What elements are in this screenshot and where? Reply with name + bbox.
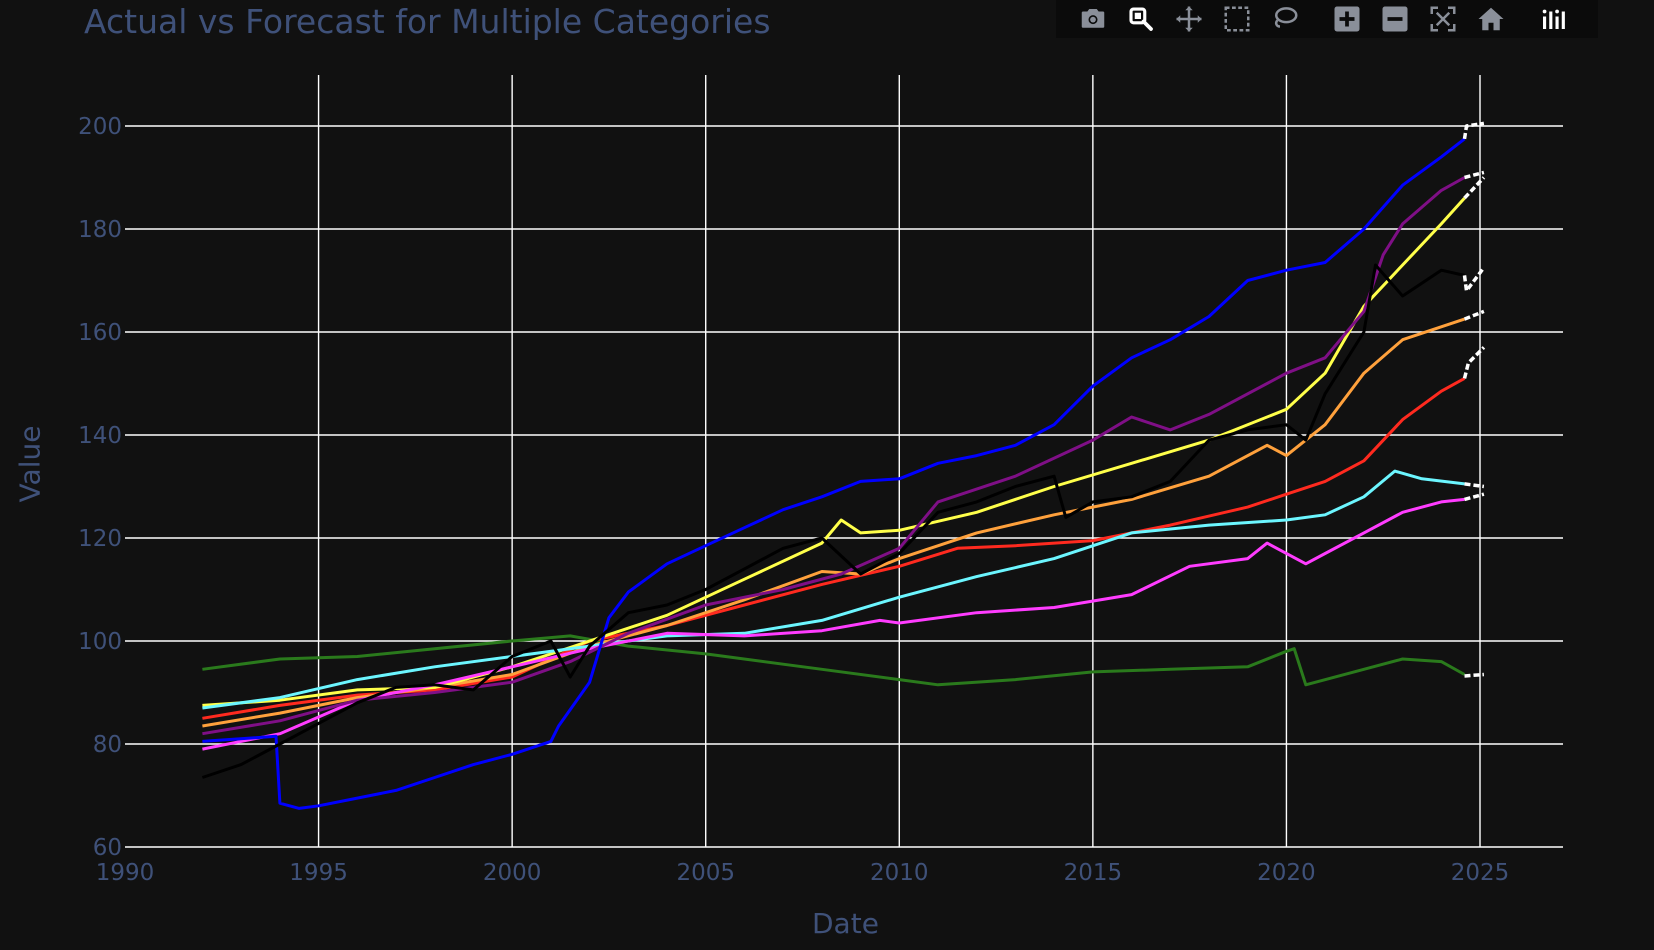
lasso-select-icon[interactable] (1268, 2, 1302, 36)
actual-line-12[interactable] (202, 176, 1466, 736)
camera-icon[interactable] (1076, 2, 1110, 36)
forecast-line-11[interactable] (1464, 492, 1485, 502)
pan-icon[interactable] (1172, 2, 1206, 36)
box-select-icon[interactable] (1220, 2, 1254, 36)
x-tick-labels: 1990 1995 2000 2005 2010 2015 2020 2025 (96, 860, 1510, 886)
y-tick-label: 160 (78, 320, 122, 346)
actual-line-14[interactable] (202, 137, 1466, 810)
actual-line-8[interactable] (202, 469, 1465, 710)
y-axis-title: Value (13, 425, 47, 503)
x-tick-label: 2015 (1064, 860, 1123, 886)
chart-title: Actual vs Forecast for Multiple Categori… (84, 2, 771, 41)
forecast-line-7[interactable] (1463, 176, 1486, 200)
y-tick-label: 100 (78, 629, 122, 655)
actual-line-10[interactable] (202, 497, 1465, 751)
y-tick-label: 200 (78, 114, 122, 140)
plotly-logo-icon[interactable] (1536, 2, 1570, 36)
y-tick-labels: 60 80 100 120 140 160 180 200 (78, 114, 122, 861)
x-axis-title: Date (812, 907, 879, 940)
y-tick-label: 80 (93, 732, 122, 758)
x-tick-label: 2020 (1257, 860, 1316, 886)
forecast-line-5[interactable] (1463, 309, 1485, 321)
forecast-line-17[interactable] (1462, 266, 1486, 293)
zoom-in-icon[interactable] (1330, 2, 1364, 36)
actual-line-16[interactable] (201, 263, 1465, 779)
forecast-line-1[interactable] (1464, 672, 1485, 678)
modebar-toolbar (1056, 0, 1598, 38)
y-tick-label: 60 (93, 835, 122, 861)
forecast-line-15[interactable] (1462, 121, 1485, 140)
zoom-icon[interactable] (1124, 2, 1158, 36)
x-tick-label: 2010 (870, 860, 929, 886)
zoom-out-icon[interactable] (1378, 2, 1412, 36)
y-tick-label: 180 (78, 217, 122, 243)
forecast-line-3[interactable] (1462, 346, 1486, 379)
x-tick-label: 2005 (676, 860, 735, 886)
x-tick-label: 2025 (1451, 860, 1510, 886)
actual-line-0[interactable] (202, 634, 1466, 687)
forecast-line-13[interactable] (1464, 170, 1485, 180)
x-tick-label: 1995 (289, 860, 348, 886)
x-tick-label: 1990 (96, 860, 155, 886)
actual-line-2[interactable] (202, 377, 1466, 720)
series-lines (201, 121, 1486, 810)
y-tick-label: 140 (78, 423, 122, 449)
actual-line-4[interactable] (202, 317, 1465, 728)
x-tick-label: 2000 (483, 860, 542, 886)
grid-lines (125, 75, 1563, 848)
forecast-line-9[interactable] (1464, 482, 1485, 489)
autoscale-icon[interactable] (1426, 2, 1460, 36)
reset-axes-home-icon[interactable] (1474, 2, 1508, 36)
y-tick-label: 120 (78, 526, 122, 552)
